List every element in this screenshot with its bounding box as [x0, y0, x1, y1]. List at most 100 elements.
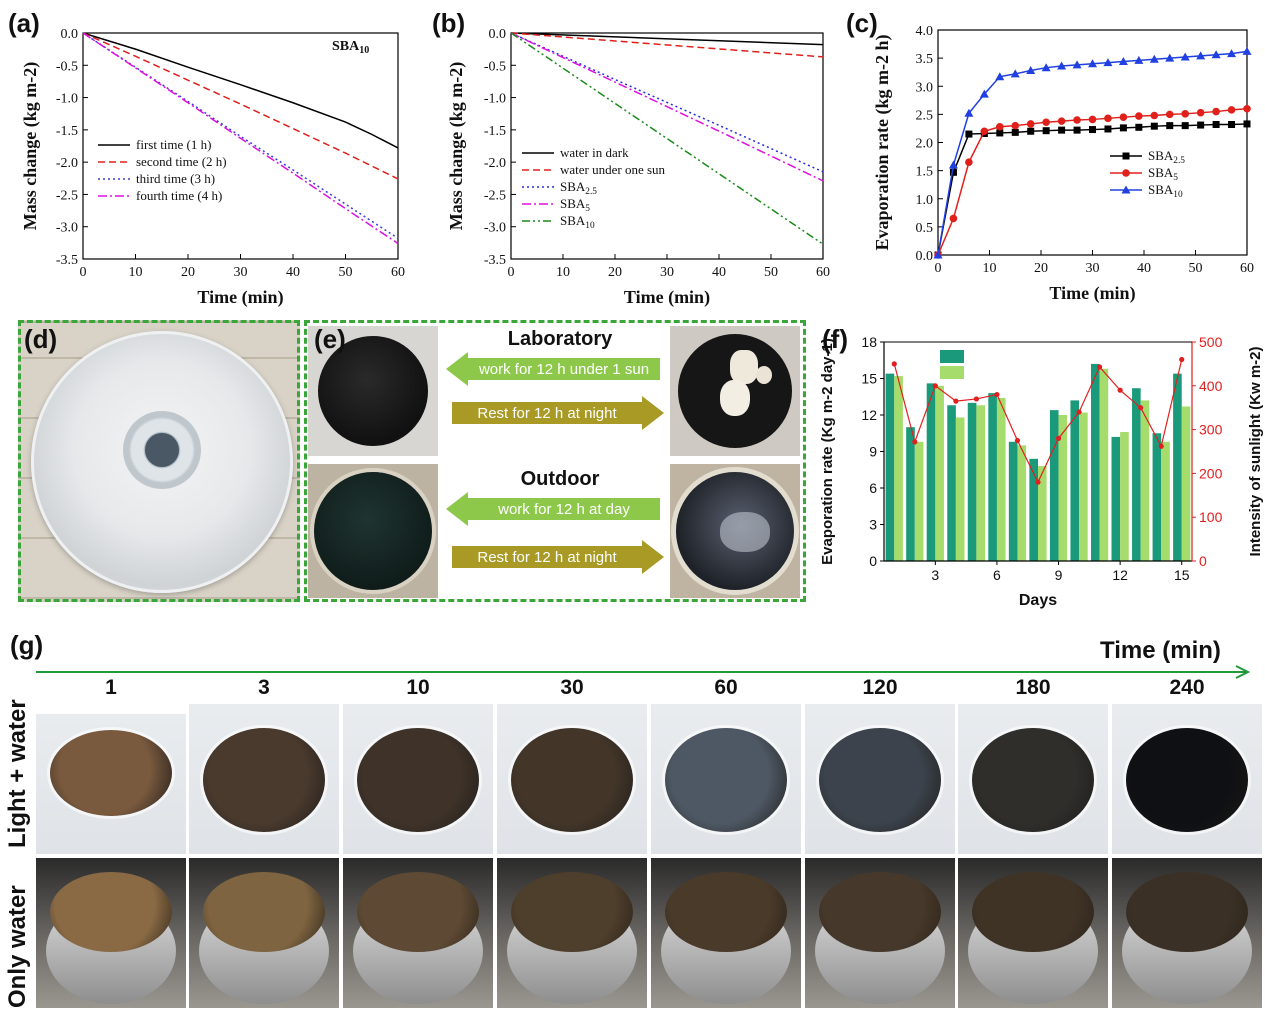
data-point — [1243, 104, 1251, 113]
bar-series1 — [1070, 400, 1080, 561]
bar-series1 — [1049, 410, 1059, 561]
time-label-30: 30 — [560, 676, 584, 699]
x-tick-label: 40 — [286, 265, 300, 280]
bar-series2 — [1038, 466, 1047, 561]
x-tick-label: 10 — [556, 265, 570, 280]
x-tick-label: 12 — [1112, 567, 1128, 583]
data-point — [1041, 63, 1051, 72]
sunlight-point — [1055, 435, 1062, 441]
y-tick-label: 3.5 — [916, 52, 934, 67]
x-tick-label: 60 — [1240, 261, 1254, 276]
series-line-2 — [510, 32, 824, 173]
out-work-text: work for 12 h at day — [498, 500, 630, 518]
data-point — [1058, 126, 1066, 134]
x-tick-label: 9 — [1055, 567, 1063, 583]
light-water-photo-180 — [958, 704, 1108, 854]
x-tick-label: 20 — [608, 265, 622, 280]
sunlight-point — [891, 361, 897, 367]
bar-series2 — [1099, 368, 1109, 561]
data-point — [980, 127, 989, 136]
lab-before-photo — [308, 326, 438, 456]
bar-series1 — [1111, 436, 1121, 561]
series-line-1 — [82, 32, 399, 180]
chart-a: 0 10 20 30 40 50 60 0.0 -0.5 -1.0 -1.5 -2.0 -2.5 -3.0… — [20, 27, 405, 308]
lab-after-photo — [670, 326, 800, 456]
y2-tick-label: 100 — [1199, 509, 1223, 525]
only-water-photo-180 — [958, 858, 1108, 1008]
series-line-3 — [510, 32, 824, 182]
bar-series2 — [1140, 400, 1150, 561]
panel-label-d: (d) — [24, 324, 58, 354]
y-tick-label: -3.5 — [56, 253, 78, 268]
sunlight-point — [1014, 437, 1021, 444]
bar-series2 — [1058, 415, 1068, 561]
series-line-2 — [937, 50, 1248, 256]
y-axis-label: Evaporation rate (Kg m-2 day-1) — [819, 338, 836, 565]
x-tick-label: 60 — [391, 265, 405, 280]
x-tick-label: 30 — [1086, 261, 1100, 276]
bar-series1 — [1090, 363, 1100, 561]
light-water-photo-1 — [36, 714, 186, 854]
panel-d-photo — [18, 320, 300, 602]
x-tick-label: 20 — [1034, 261, 1048, 276]
bar-series1 — [947, 405, 956, 561]
legend-label: SBA2.5 — [1148, 148, 1185, 166]
y-tick-label: -1.0 — [56, 92, 78, 107]
sunlight-point — [1158, 443, 1164, 449]
y-tick-label: -1.0 — [484, 92, 506, 107]
bar-series1 — [1029, 458, 1038, 561]
legend-label: third time (3 h) — [136, 171, 215, 186]
legend-swatch-series1 — [940, 350, 964, 363]
x-axis-label: Time (min) — [624, 287, 710, 308]
legend-label: SBA5 — [1148, 165, 1178, 183]
y2-tick-label: 500 — [1199, 334, 1223, 350]
y-tick-label: -2.0 — [56, 156, 78, 171]
plot-frame — [82, 32, 399, 260]
data-point — [1150, 111, 1159, 120]
bar-series2 — [955, 417, 965, 561]
bar-series2 — [976, 405, 986, 561]
x-tick-label: 6 — [993, 567, 1001, 583]
series-line-0 — [510, 32, 824, 46]
only-water-photo-120 — [805, 858, 955, 1008]
data-point — [1196, 51, 1206, 60]
lab-rest-text: Rest for 12 h at night — [477, 404, 617, 422]
time-label-3: 3 — [258, 676, 270, 699]
y-tick-label: 2.0 — [916, 137, 934, 152]
y-tick-label: 3.0 — [916, 80, 934, 95]
bar-series1 — [967, 402, 977, 561]
panel-label-b: (b) — [432, 8, 466, 38]
y2-axis-label: Intensity of sunlight (Kw m-2) — [1247, 347, 1264, 557]
bar-series2 — [894, 376, 903, 561]
y-tick-label: 3 — [869, 517, 877, 533]
light-water-photo-10 — [343, 704, 493, 854]
x-tick-label: 50 — [764, 265, 778, 280]
data-point — [1149, 54, 1159, 63]
bar-series1 — [926, 383, 936, 561]
data-point — [1227, 106, 1236, 114]
data-point — [964, 108, 974, 117]
data-point — [1089, 126, 1096, 134]
time-axis-arrow — [36, 665, 1251, 679]
data-point — [1134, 55, 1144, 64]
legend-marker — [1122, 169, 1130, 177]
plot-frame — [510, 32, 824, 260]
y-tick-label: 6 — [869, 480, 877, 496]
panel-label-a: (a) — [8, 8, 40, 38]
legend-swatch-series2 — [940, 366, 964, 379]
data-point — [1026, 66, 1036, 74]
x-tick-label: 10 — [983, 261, 997, 276]
x-tick-label: 50 — [1189, 261, 1203, 276]
bar-series2 — [1017, 445, 1027, 561]
annotation: SBA10 — [332, 39, 369, 56]
bar-series2 — [1120, 432, 1129, 561]
only-water-photo-10 — [343, 858, 493, 1008]
data-point — [1010, 69, 1020, 78]
outdoor-after-photo — [670, 464, 800, 598]
data-point — [996, 122, 1004, 131]
data-point — [1011, 121, 1020, 130]
legend-label: SBA5 — [560, 196, 590, 214]
panel-label-e: (e) — [314, 324, 346, 354]
only-water-photo-3 — [189, 858, 339, 1008]
y-tick-label: -1.5 — [56, 124, 78, 139]
